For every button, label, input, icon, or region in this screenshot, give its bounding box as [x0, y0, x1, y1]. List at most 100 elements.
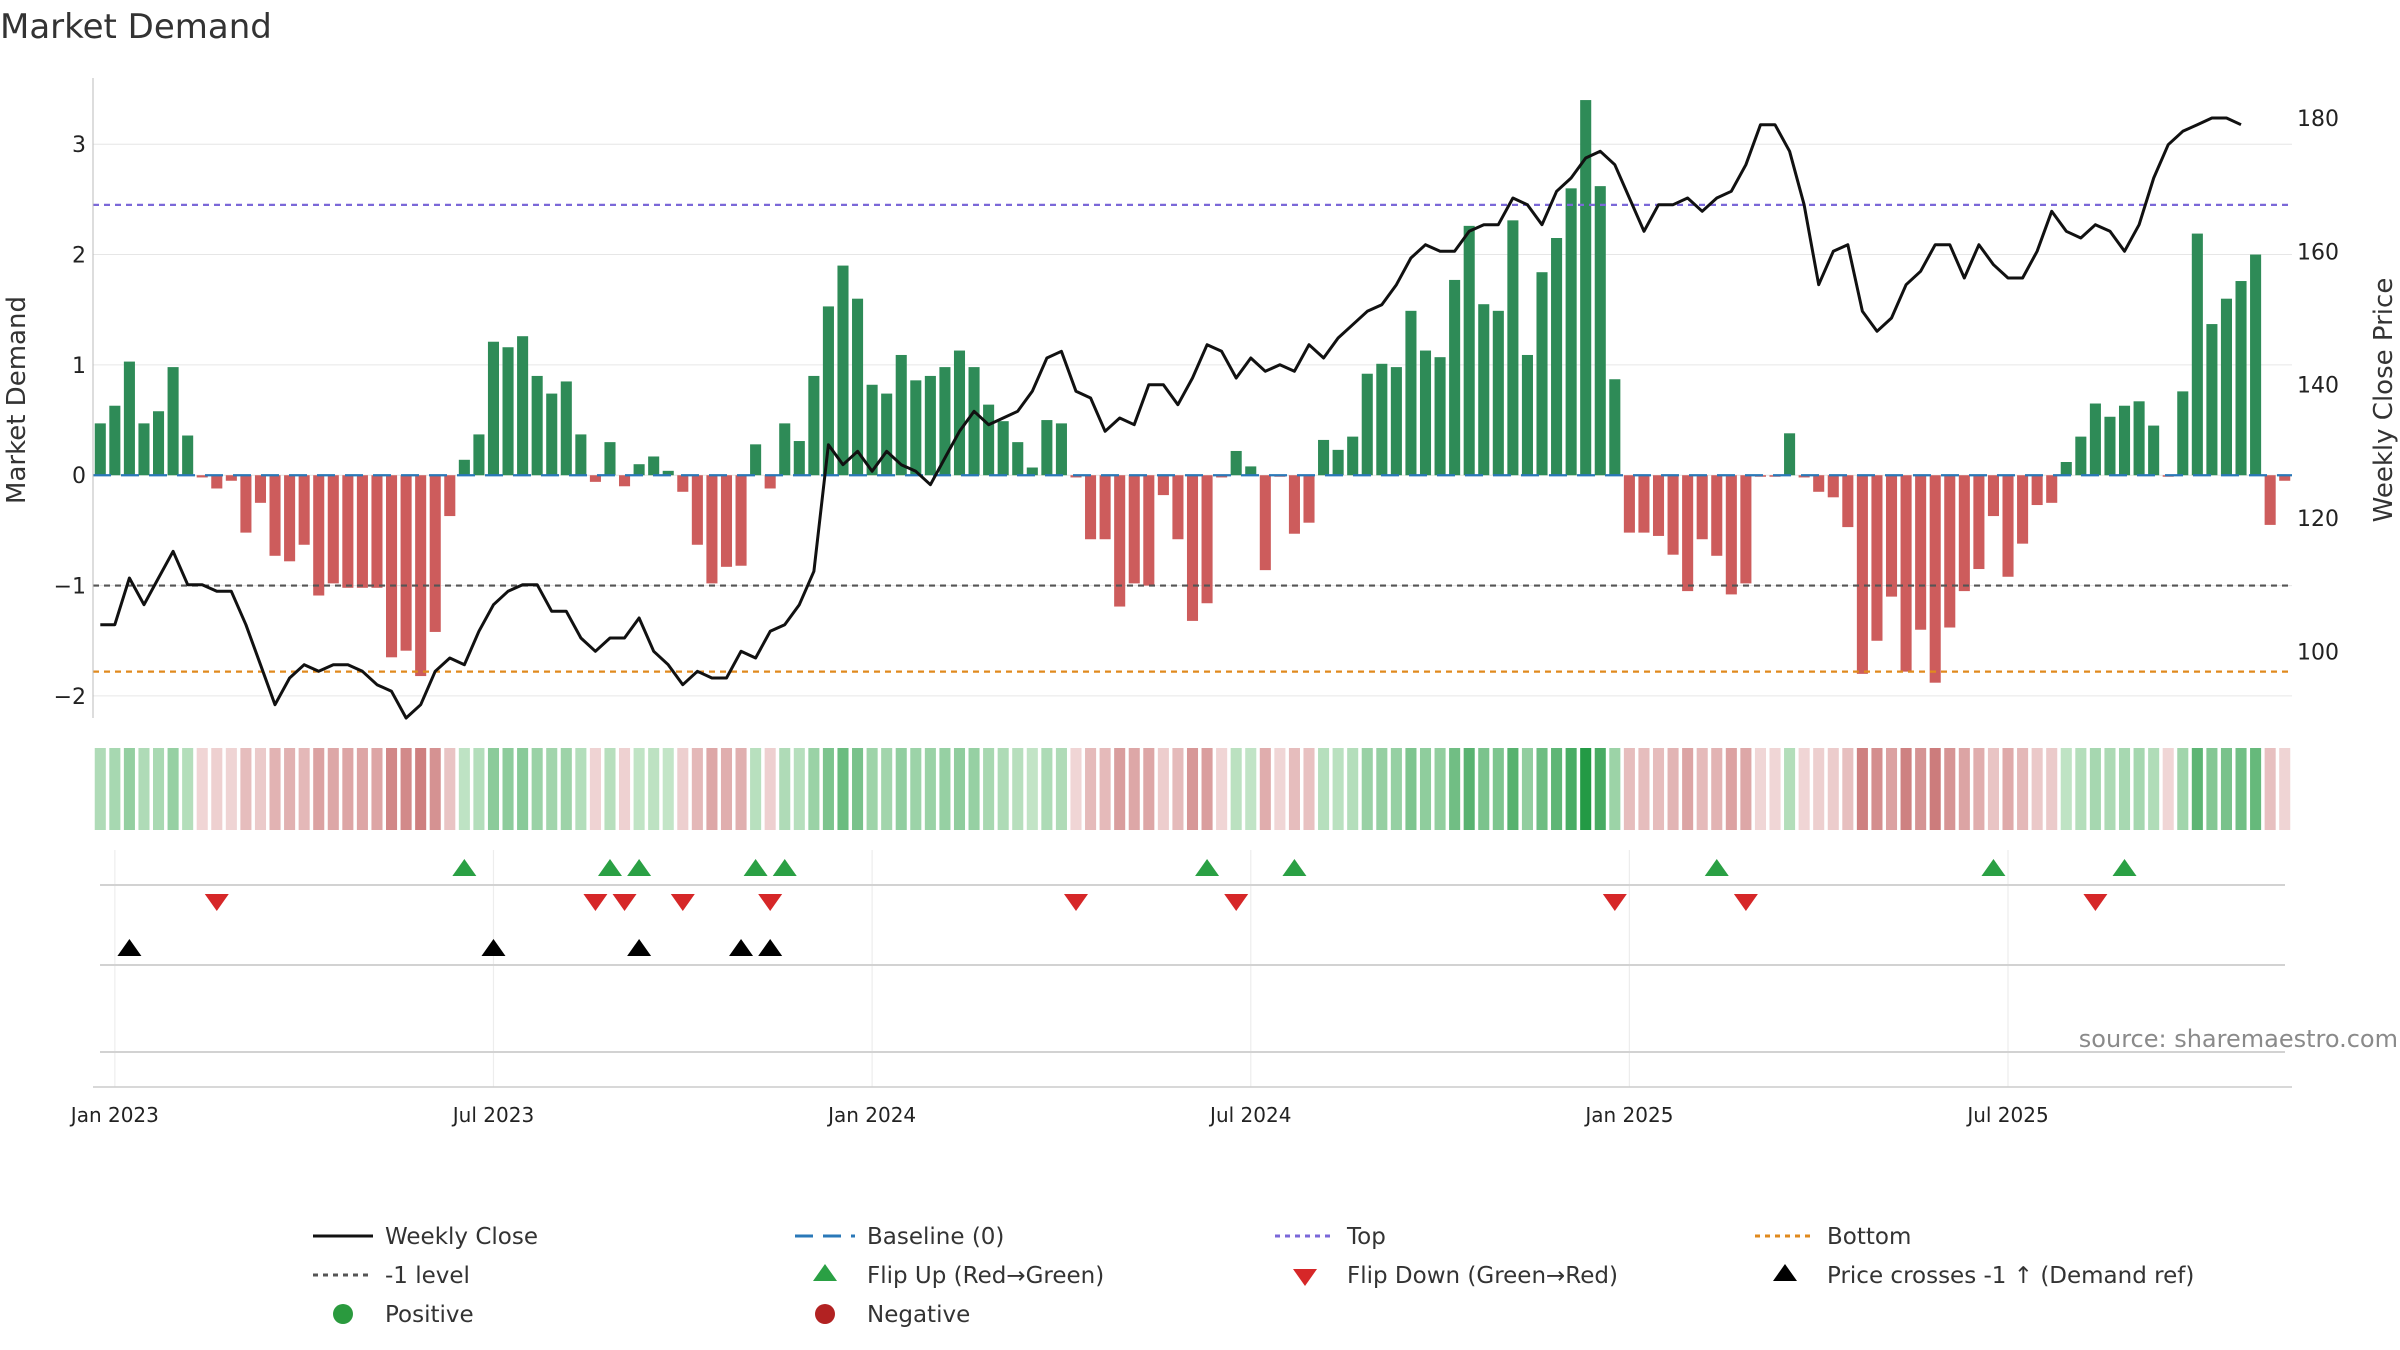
heat-cell	[1740, 748, 1752, 830]
heat-cell	[1711, 748, 1723, 830]
demand-bar-negative	[1958, 475, 1970, 592]
demand-bar-negative	[677, 475, 689, 492]
heat-cell	[1026, 748, 1038, 830]
demand-bar-negative	[1099, 475, 1111, 540]
demand-bar-positive	[808, 375, 820, 476]
heat-cell	[2104, 748, 2116, 830]
heat-cell	[1784, 748, 1796, 830]
demand-bar-positive	[648, 456, 660, 476]
demand-bar-positive	[1449, 279, 1461, 476]
demand-bar-positive	[487, 341, 500, 476]
demand-bar-positive	[2191, 233, 2203, 476]
demand-bar-positive	[910, 380, 922, 476]
demand-bar-positive	[779, 423, 791, 476]
demand-bar-positive	[531, 375, 543, 476]
demand-bar-positive	[575, 434, 587, 476]
demand-bar-positive	[1565, 188, 1577, 476]
heat-cell	[575, 748, 587, 830]
demand-bar-positive	[1332, 449, 1344, 476]
legend-label: Baseline (0)	[867, 1224, 1004, 1250]
legend-item: Baseline (0)	[795, 1224, 1004, 1250]
demand-bar-negative	[1070, 475, 1082, 478]
demand-bar-negative	[1885, 475, 1898, 597]
demand-bar-positive	[822, 306, 834, 476]
demand-bar-negative	[619, 475, 631, 487]
legend-item: -1 level	[313, 1263, 470, 1289]
demand-bar-positive	[2148, 425, 2160, 476]
demand-bar-negative	[371, 475, 383, 588]
heat-cell	[1725, 748, 1737, 830]
legend-label: Bottom	[1827, 1224, 1911, 1250]
demand-bar-positive	[2235, 281, 2247, 476]
demand-bar-positive	[182, 435, 194, 476]
demand-bar-negative	[1740, 475, 1752, 584]
demand-bar-negative	[735, 475, 747, 566]
heat-cell	[1900, 748, 1912, 830]
heat-cell	[1318, 748, 1330, 830]
demand-bar-negative	[254, 475, 267, 503]
heat-cell	[1871, 748, 1883, 830]
price-cross-marker	[758, 939, 783, 956]
heat-cell	[822, 748, 834, 830]
demand-bar-positive	[895, 354, 907, 476]
heat-cell	[720, 748, 733, 830]
legend-label: -1 level	[385, 1263, 470, 1289]
demand-bar-negative	[327, 475, 339, 584]
demand-bar-positive	[997, 421, 1009, 476]
demand-bar-negative	[1085, 475, 1097, 540]
heat-cell	[138, 748, 150, 830]
demand-bar-negative	[2264, 475, 2276, 525]
demand-bar-negative	[1856, 475, 1868, 674]
heat-cell	[517, 748, 529, 830]
heat-cell	[1769, 748, 1781, 830]
heat-cell	[1070, 748, 1082, 830]
heat-cell	[1186, 748, 1199, 830]
flip-down-marker	[612, 894, 637, 911]
heat-cell	[837, 748, 849, 830]
y2-tick-label: 160	[2297, 240, 2339, 265]
demand-bar-positive	[1390, 367, 1402, 476]
heat-cell	[1449, 748, 1461, 830]
x-tick-label: Jan 2025	[1583, 1103, 1673, 1127]
heat-cell	[1958, 748, 1970, 830]
heat-cell	[211, 748, 223, 830]
flip-down-marker	[1063, 894, 1088, 911]
y-tick-label: 0	[72, 464, 86, 489]
heat-cell	[910, 748, 922, 830]
heat-cell	[589, 748, 601, 830]
heat-cell	[1827, 748, 1839, 830]
demand-bar-positive	[1580, 100, 1592, 476]
demand-bar-negative	[1725, 475, 1737, 595]
demand-bar-negative	[1813, 475, 1825, 492]
demand-bar-positive	[1594, 186, 1606, 476]
demand-bar-negative	[1987, 475, 1999, 517]
heat-cell	[895, 748, 907, 830]
heat-cell	[691, 748, 703, 830]
demand-bar-positive	[2089, 403, 2101, 476]
demand-bar-positive	[983, 404, 995, 476]
legend-item: Flip Down (Green→Red)	[1293, 1263, 1618, 1289]
legend-label: Positive	[385, 1302, 474, 1328]
heat-cell	[1885, 748, 1898, 830]
legend-label: Price crosses -1 ↑ (Demand ref)	[1827, 1263, 2194, 1289]
heat-cell	[2279, 748, 2291, 830]
demand-bar-positive	[560, 381, 572, 476]
demand-bar-positive	[633, 464, 645, 476]
demand-bar-negative	[298, 475, 310, 545]
demand-bar-positive	[2060, 462, 2072, 476]
heat-cell	[298, 748, 310, 830]
flip-down-marker	[670, 894, 695, 911]
legend-label: Weekly Close	[385, 1224, 538, 1250]
flip-up-marker	[772, 859, 797, 876]
heat-cell	[1551, 748, 1563, 830]
heat-cell	[764, 748, 776, 830]
demand-bar-positive	[1245, 466, 1257, 476]
legend-item: Top	[1275, 1224, 1386, 1250]
heat-cell	[1143, 748, 1155, 830]
heat-cell	[1172, 748, 1184, 830]
legend-swatch	[333, 1304, 353, 1324]
demand-bar-negative	[1288, 475, 1300, 534]
demand-bar-positive	[152, 411, 165, 476]
demand-bar-positive	[604, 442, 616, 476]
